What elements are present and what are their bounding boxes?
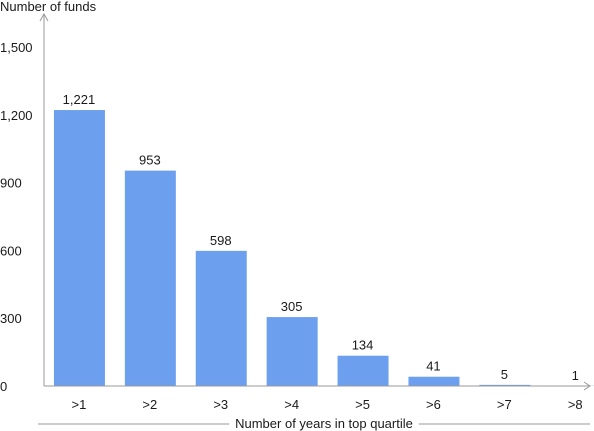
y-tick-label: 900 — [0, 176, 22, 191]
bar-value-label: 1 — [572, 368, 579, 383]
x-tick-label: >2 — [142, 397, 157, 412]
bar-value-label: 134 — [352, 338, 374, 353]
bar-value-labels: 1,221 953 598 305 134 41 5 1 — [63, 92, 579, 383]
bar-value-label: 41 — [426, 359, 440, 374]
x-tick-label: >5 — [355, 397, 370, 412]
y-axis-arrow — [39, 12, 49, 22]
bar-value-label: 953 — [139, 153, 161, 168]
y-tick-label: 0 — [0, 379, 7, 394]
bars — [53, 110, 594, 386]
bar-value-label: 5 — [501, 367, 508, 382]
x-tick-label: >1 — [72, 397, 87, 412]
bar — [479, 384, 531, 386]
bar — [337, 355, 389, 386]
bar — [266, 317, 318, 386]
y-tick-label: 300 — [0, 311, 22, 326]
bar-value-label: 598 — [210, 233, 232, 248]
bar — [124, 170, 176, 386]
bar-value-label: 305 — [281, 299, 303, 314]
bar-value-label: 1,221 — [63, 92, 96, 107]
x-axis-title: Number of years in top quartile — [235, 416, 413, 431]
x-tick-label: >7 — [497, 397, 512, 412]
y-tick-label: 600 — [0, 243, 22, 258]
y-axis-title: Number of funds — [0, 0, 97, 14]
x-tick-label: >4 — [284, 397, 299, 412]
bar — [53, 110, 105, 386]
bar — [408, 376, 460, 386]
x-axis-arrow — [583, 381, 591, 391]
x-tick-label: >8 — [568, 397, 583, 412]
x-axis-tick-labels: >1 >2 >3 >4 >5 >6 >7 >8 — [72, 397, 583, 412]
y-tick-label: 1,200 — [0, 108, 33, 123]
y-tick-label: 1,500 — [0, 40, 33, 55]
bar — [195, 250, 247, 386]
x-tick-label: >3 — [213, 397, 228, 412]
y-axis-ticks: 0 300 600 900 1,200 1,500 — [0, 40, 33, 394]
x-tick-label: >6 — [426, 397, 441, 412]
